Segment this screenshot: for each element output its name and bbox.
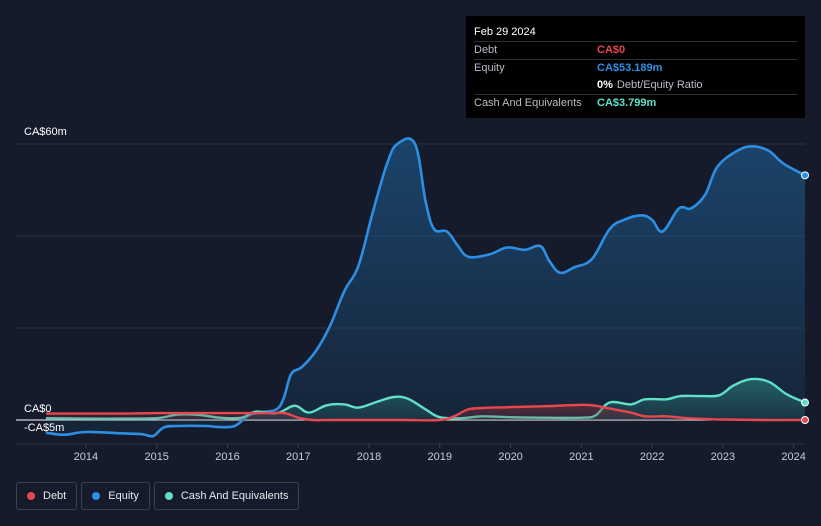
x-tick-label: 2024 (781, 451, 805, 463)
x-tick-label: 2023 (711, 451, 735, 463)
x-tick-label: 2017 (286, 451, 310, 463)
legend-equity-dot (92, 492, 101, 500)
cash-endpoint (801, 398, 809, 407)
tooltip-cash-row: Cash And Equivalents CA$3.799m (474, 94, 797, 112)
legend-cash-label: Cash And Equivalents (180, 490, 289, 502)
debt-area (47, 404, 805, 421)
tooltip-debt-label: Debt (474, 44, 498, 56)
tooltip-equity-value: CA$53.189m (597, 62, 663, 74)
legend-cash-dot (164, 492, 173, 500)
tooltip-ratio-row: 0% Debt/Equity Ratio (474, 77, 797, 94)
x-tick-label: 2019 (428, 451, 452, 463)
tooltip-equity-row: Equity CA$53.189m (474, 59, 797, 77)
tooltip-debt-value: CA$0 (597, 44, 626, 56)
debt-line (45, 403, 807, 422)
tooltip-equity-label: Equity (474, 62, 505, 74)
tooltip-date: Feb 29 2024 (474, 26, 536, 38)
x-tick-label: 2022 (640, 451, 664, 463)
tooltip-ratio-value: 0% (597, 79, 613, 91)
x-tick-label: 2021 (569, 451, 593, 463)
hover-tooltip: Feb 29 2024 Debt CA$0 Equity CA$53.189m … (466, 16, 805, 118)
debt-endpoint (801, 416, 809, 424)
equity-endpoint (801, 171, 809, 180)
tooltip-cash-label: Cash And Equivalents (474, 97, 582, 109)
y-tick-label: -CA$5m (24, 422, 64, 434)
legend-debt[interactable]: Debt (16, 482, 78, 510)
y-tick-label: CA$0 (24, 403, 52, 415)
tooltip-cash-value: CA$3.799m (597, 97, 657, 109)
x-tick-label: 2015 (144, 451, 168, 463)
legend-cash[interactable]: Cash And Equivalents (153, 482, 300, 510)
x-tick-label: 2014 (74, 451, 98, 463)
x-tick-label: 2018 (357, 451, 381, 463)
equity-line (45, 137, 807, 438)
legend-debt-label: Debt (43, 490, 67, 502)
y-tick-label: CA$60m (24, 126, 67, 138)
legend-equity[interactable]: Equity (81, 482, 150, 510)
x-tick-label: 2020 (498, 451, 522, 463)
tooltip-debt-row: Debt CA$0 (474, 41, 797, 59)
legend-debt-dot (27, 492, 35, 500)
x-tick-label: 2016 (215, 451, 239, 463)
equity-area (47, 138, 805, 437)
tooltip-ratio-label: Debt/Equity Ratio (616, 79, 703, 91)
legend-equity-label: Equity (108, 490, 139, 502)
chart-legend: Debt Equity Cash And Equivalents (16, 482, 300, 510)
